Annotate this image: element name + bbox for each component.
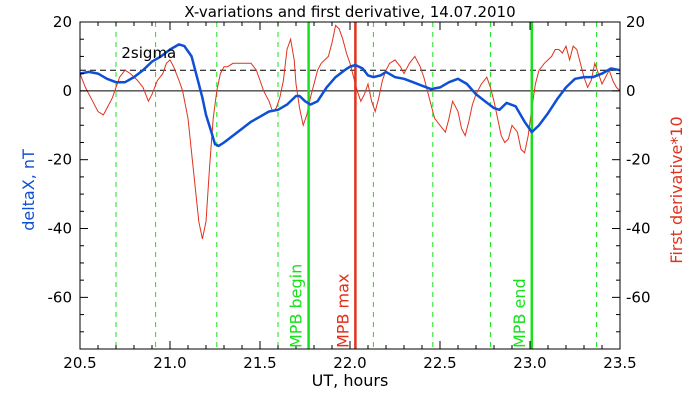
x-tick-label: 20.5	[63, 354, 96, 372]
marker-label: MPB max	[333, 274, 352, 348]
x-axis: 20.5 21.0 21.5 22.0 22.5 23.0 23.5	[63, 22, 637, 372]
y-tick-label-right: 0	[626, 82, 636, 100]
deltaX-series-line	[79, 43, 621, 148]
x-tick-label: 22.5	[423, 354, 456, 372]
x-tick-label: 22.0	[333, 354, 366, 372]
x-axis-label: UT, hours	[312, 371, 389, 390]
right-axis: 20 0 -20 -40 -60	[612, 13, 651, 350]
threshold-label: 2sigma	[121, 44, 176, 62]
y-tick-label-left: 0	[62, 82, 72, 100]
marker-label: MPB begin	[287, 264, 306, 348]
y-tick-label-left: -40	[48, 220, 73, 238]
y-tick-label-left: -60	[48, 288, 73, 306]
plot-under-layer	[80, 22, 620, 349]
chart-title: X-variations and first derivative, 14.07…	[184, 3, 515, 21]
marker-labels: MPB begin MPB max MPB end	[287, 264, 529, 348]
x-tick-label: 23.5	[603, 354, 636, 372]
left-axis: 20 0 -20 -40 -60	[48, 13, 88, 350]
y-tick-label-left: -20	[48, 151, 73, 169]
y-axis-label-right: First derivative*10	[667, 116, 686, 263]
y-tick-label-right: 20	[626, 13, 645, 31]
plot-lines-layer	[79, 22, 621, 349]
y-tick-label-right: -60	[626, 288, 651, 306]
y-tick-label-right: -20	[626, 151, 651, 169]
x-tick-label: 21.5	[243, 354, 276, 372]
x-tick-label: 21.0	[153, 354, 186, 372]
x-tick-label: 23.0	[513, 354, 546, 372]
y-tick-label-left: 20	[53, 13, 72, 31]
y-tick-label-right: -40	[626, 220, 651, 238]
marker-label: MPB end	[510, 278, 529, 348]
y-axis-label-left: deltaX, nT	[19, 149, 38, 231]
derivative-series-line	[79, 24, 621, 240]
